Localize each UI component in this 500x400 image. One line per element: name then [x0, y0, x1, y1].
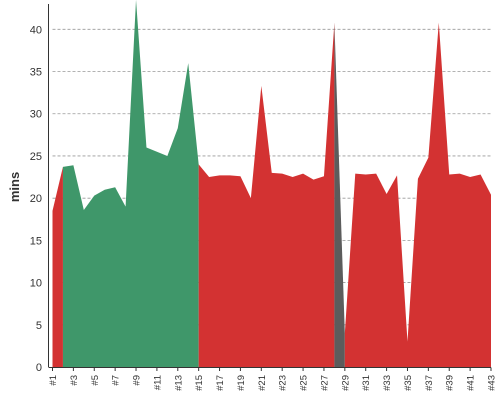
y-tick-label: 25	[30, 151, 42, 163]
x-tick-label: #35	[403, 375, 414, 391]
x-tick-label: #37	[424, 375, 435, 391]
y-tick-label: 5	[36, 320, 42, 332]
x-tick-label: #3	[69, 375, 80, 386]
x-tick-label: #23	[278, 375, 289, 391]
x-tick-label: #21	[257, 375, 268, 391]
y-tick-label: 20	[30, 193, 42, 205]
x-tick-label: #7	[111, 375, 122, 386]
x-tick-labels: #1 #3 #5 #7 #9 #11 #13 #15 #17 #19 #21 #23 #25 #27 #29…	[48, 375, 498, 391]
area-segment	[52, 166, 63, 367]
y-tick-labels: 0 5 10 15 20 25 30 35 40	[30, 24, 42, 374]
area-series	[52, 0, 491, 367]
x-tick-label: #19	[236, 375, 247, 391]
x-tick-label: #9	[132, 375, 143, 386]
x-tick-label: #17	[215, 375, 226, 391]
y-tick-label: 0	[36, 362, 42, 374]
x-tick-label: #43	[487, 375, 498, 391]
y-tick-label: 30	[30, 109, 42, 121]
x-tick-label: #29	[340, 375, 351, 391]
x-tick-label: #31	[361, 375, 372, 391]
area-segment	[344, 22, 491, 367]
area-segment	[62, 0, 199, 367]
x-tick-label: #11	[152, 375, 163, 390]
axes	[48, 4, 492, 371]
x-tick-label: #5	[90, 375, 101, 386]
x-tick-label: #15	[194, 375, 205, 391]
x-tick-label: #41	[466, 375, 477, 391]
x-tick-label: #25	[299, 375, 310, 391]
x-tick-label: #1	[48, 375, 59, 386]
area-segment	[334, 22, 345, 367]
y-tick-label: 35	[30, 67, 42, 79]
y-axis-title: mins	[7, 172, 22, 202]
x-tick-label: #33	[382, 375, 393, 391]
x-tick-label: #39	[445, 375, 456, 391]
y-tick-label: 40	[30, 24, 42, 36]
y-tick-label: 15	[30, 235, 42, 247]
x-tick-label: #13	[173, 375, 184, 391]
x-tick-label: #27	[319, 375, 330, 391]
y-tick-label: 10	[30, 278, 42, 290]
area-segment	[198, 22, 335, 367]
